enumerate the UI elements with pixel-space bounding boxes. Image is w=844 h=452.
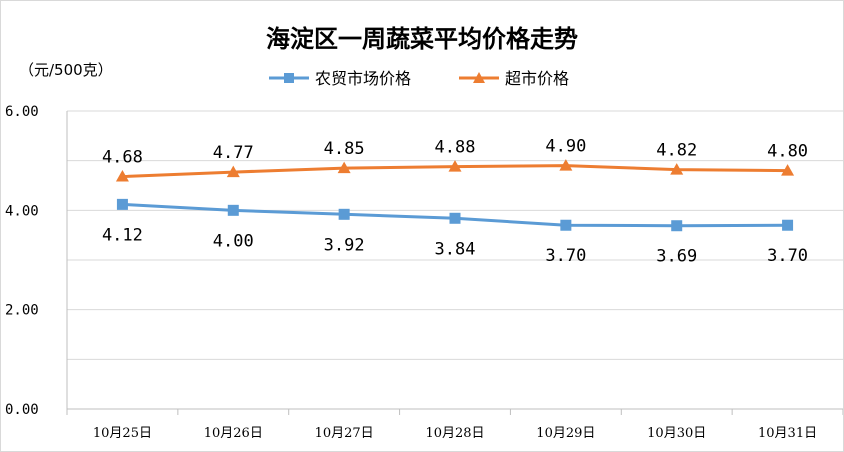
data-labels: 4.12 4.00 3.92 3.84 3.70 3.69 3.70 4.68 4.77 4.85…	[102, 137, 808, 267]
y-tick-label: 0.00	[5, 402, 39, 418]
data-point-supermarket	[781, 164, 795, 176]
y-tick-label: 6.00	[5, 104, 39, 120]
data-label-market: 4.12	[102, 225, 143, 245]
data-point-supermarket	[115, 170, 129, 182]
y-axis-unit-label: （元/500克）	[19, 61, 113, 79]
legend-marker-supermarket	[473, 72, 485, 83]
data-point-market	[116, 198, 128, 210]
data-point-supermarket	[337, 161, 351, 174]
data-label-supermarket: 4.80	[767, 142, 808, 162]
data-label-market: 3.84	[435, 239, 476, 259]
data-point-market	[560, 219, 572, 231]
data-point-supermarket	[670, 163, 684, 175]
x-tick-label: 10月29日	[536, 426, 595, 441]
data-label-supermarket: 4.82	[656, 141, 697, 161]
x-tick-label: 10月26日	[204, 426, 263, 441]
data-point-market	[782, 219, 794, 231]
x-tick-label: 10月30日	[647, 426, 706, 441]
x-tick-label: 10月25日	[93, 426, 152, 441]
data-label-supermarket: 4.85	[324, 139, 365, 159]
data-point-supermarket	[559, 159, 573, 171]
data-label-market: 4.00	[213, 231, 254, 251]
legend-label-supermarket: 超市价格	[505, 69, 569, 88]
y-tick-label: 4.00	[5, 203, 39, 219]
data-label-market: 3.92	[324, 235, 365, 255]
data-point-market	[671, 220, 683, 232]
data-point-market	[227, 204, 239, 216]
chart-title: 海淀区一周蔬菜平均价格走势	[266, 25, 578, 53]
data-label-supermarket: 4.68	[102, 148, 143, 168]
data-label-supermarket: 4.90	[545, 137, 586, 157]
x-tick-label: 10月27日	[315, 426, 374, 441]
data-point-market	[449, 212, 461, 224]
data-label-market: 3.70	[545, 246, 586, 266]
data-label-supermarket: 4.88	[435, 138, 476, 158]
legend-marker-market	[284, 73, 294, 83]
legend-label-market: 农贸市场价格	[315, 69, 411, 88]
series-group	[115, 159, 795, 232]
x-tick-label: 10月31日	[758, 426, 817, 441]
y-tick-label: 2.00	[5, 303, 39, 319]
axes: 0.00 2.00 4.00 6.00 10月25日 10月26日 10月27日 10月28日…	[5, 104, 843, 441]
data-label-market: 3.70	[767, 246, 808, 266]
data-label-market: 3.69	[656, 247, 697, 267]
legend: 农贸市场价格 超市价格	[269, 69, 569, 88]
x-tick-label: 10月28日	[425, 426, 484, 441]
data-point-supermarket	[226, 165, 240, 178]
data-point-supermarket	[448, 160, 462, 172]
data-point-market	[338, 208, 350, 220]
data-label-supermarket: 4.77	[213, 143, 254, 163]
